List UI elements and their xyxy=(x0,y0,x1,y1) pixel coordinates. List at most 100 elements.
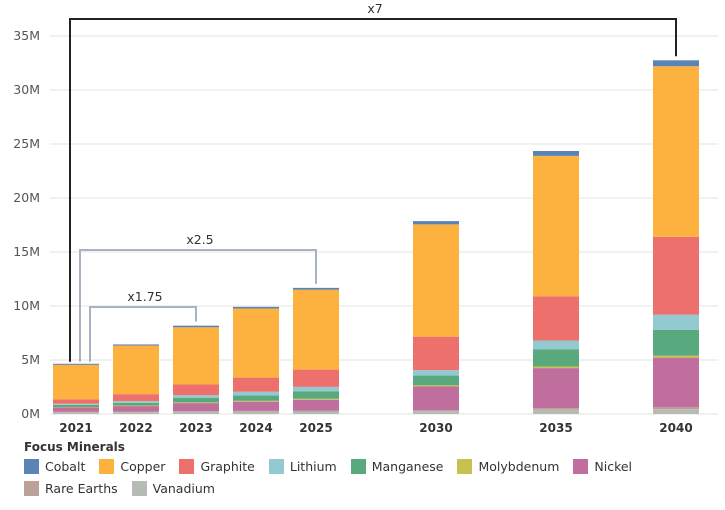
bar-segment-rare-earths xyxy=(113,411,159,413)
bar-segment-copper xyxy=(293,289,339,370)
bar-segment-molybdenum xyxy=(233,400,279,402)
legend-item: Copper xyxy=(99,458,165,474)
bar-segment-graphite xyxy=(293,369,339,387)
legend-item: Rare Earths xyxy=(24,480,118,496)
bar-segment-nickel xyxy=(113,406,159,412)
legend-swatch xyxy=(131,480,147,496)
x-tick-label: 2023 xyxy=(179,421,212,435)
legend-swatch xyxy=(457,458,473,474)
bar-segment-cobalt xyxy=(53,363,99,365)
comparison-label: x2.5 xyxy=(186,232,213,247)
bar-segment-vanadium xyxy=(53,412,99,414)
x-tick-label: 2024 xyxy=(239,421,272,435)
legend-swatch xyxy=(573,458,589,474)
bar-segment-copper xyxy=(653,66,699,237)
stacked-bar-chart: 0M 5M 10M 15M 20M 25M 30M 35M 2021 2022 2023 2024 20… xyxy=(13,1,718,435)
bar-segment-rare-earths xyxy=(413,410,459,412)
legend-swatch xyxy=(99,458,115,474)
bar-segment-cobalt xyxy=(413,221,459,225)
bar-segment-manganese xyxy=(533,349,579,367)
bar-segment-manganese xyxy=(113,402,159,406)
y-tick-label: 20M xyxy=(13,190,40,205)
x-tick-label: 2040 xyxy=(659,421,692,435)
comparison-label: x7 xyxy=(367,1,382,16)
bar-segment-copper xyxy=(533,155,579,297)
legend-swatch xyxy=(24,458,39,474)
legend-title: Focus Minerals xyxy=(24,440,125,454)
bar-segment-vanadium xyxy=(293,411,339,414)
bar-segment-molybdenum xyxy=(413,385,459,387)
bar-segment-lithium xyxy=(293,386,339,392)
bar-segment-nickel xyxy=(293,399,339,411)
bar-segment-vanadium xyxy=(653,409,699,414)
x-tick-label: 2035 xyxy=(539,421,572,435)
bar-segment-lithium xyxy=(173,395,219,399)
bar-segment-copper xyxy=(233,308,279,378)
bar-segment-nickel xyxy=(413,386,459,411)
legend-swatch xyxy=(350,458,366,474)
bar-segment-lithium xyxy=(53,403,99,405)
bar-segment-vanadium xyxy=(233,411,279,414)
bar-segment-nickel xyxy=(53,407,99,412)
bar-segment-manganese xyxy=(233,395,279,401)
y-tick-label: 35M xyxy=(13,28,40,43)
bar-segment-molybdenum xyxy=(533,366,579,369)
y-tick-label: 15M xyxy=(13,244,40,259)
x-tick-label: 2025 xyxy=(299,421,332,435)
legend-label: Copper xyxy=(120,458,166,474)
bar-segment-rare-earths xyxy=(653,407,699,410)
y-tick-label: 25M xyxy=(13,136,40,151)
x-tick-label: 2021 xyxy=(59,421,92,435)
bar-segment-lithium xyxy=(113,401,159,403)
bar-segment-molybdenum xyxy=(53,406,99,408)
bar-segment-graphite xyxy=(233,377,279,392)
y-tick-label: 10M xyxy=(13,298,40,313)
bar-segment-vanadium xyxy=(113,412,159,414)
bar-segment-graphite xyxy=(653,236,699,315)
bar-segment-manganese xyxy=(653,329,699,356)
bar-segment-rare-earths xyxy=(533,408,579,410)
bar-segment-graphite xyxy=(413,336,459,371)
legend-swatch xyxy=(268,458,284,474)
x-tick-label: 2030 xyxy=(419,421,452,435)
legend-label: Vanadium xyxy=(152,480,215,496)
bar-segment-molybdenum xyxy=(113,405,159,407)
bar-segment-manganese xyxy=(413,375,459,386)
legend-label: Cobalt xyxy=(45,458,86,474)
bar-segment-graphite xyxy=(173,384,219,396)
legend: Focus Minerals Cobalt Copper Graphite Lithi… xyxy=(24,440,724,496)
bar-segment-vanadium xyxy=(173,411,219,414)
y-tick-label: 0M xyxy=(21,406,40,421)
bar-segment-nickel xyxy=(533,368,579,409)
comparison-bracket xyxy=(79,249,317,362)
legend-swatch xyxy=(179,458,195,474)
legend-items: Cobalt Copper Graphite Lithium Manganese Moly… xyxy=(24,458,724,496)
legend-label: Nickel xyxy=(594,458,633,474)
bar-segment-nickel xyxy=(173,403,219,412)
bar-segment-nickel xyxy=(233,401,279,411)
bar-segment-cobalt xyxy=(113,344,159,346)
comparison-label: x1.75 xyxy=(127,289,162,304)
legend-label: Lithium xyxy=(289,458,337,474)
bar-segment-cobalt xyxy=(293,287,339,290)
x-tick-label: 2022 xyxy=(119,421,152,435)
bar-segment-copper xyxy=(53,364,99,400)
bar-segment-copper xyxy=(113,345,159,395)
bar-segment-copper xyxy=(413,224,459,337)
comparison-bracket xyxy=(89,306,197,362)
bar-segment-vanadium xyxy=(533,409,579,414)
bar-segment-lithium xyxy=(653,314,699,330)
legend-label: Manganese xyxy=(371,458,444,474)
bar-segment-manganese xyxy=(53,404,99,407)
bar-segment-rare-earths xyxy=(293,410,339,412)
legend-label: Molybdenum xyxy=(478,458,560,474)
legend-item: Nickel xyxy=(573,458,632,474)
legend-item: Graphite xyxy=(179,458,255,474)
bar-segment-rare-earths xyxy=(53,411,99,413)
comparison-bracket xyxy=(69,18,677,362)
bar-segment-rare-earths xyxy=(233,410,279,412)
legend-item: Manganese xyxy=(350,458,444,474)
legend-label: Rare Earths xyxy=(45,480,118,496)
bar-segment-graphite xyxy=(533,296,579,341)
bar-segment-molybdenum xyxy=(173,402,219,404)
